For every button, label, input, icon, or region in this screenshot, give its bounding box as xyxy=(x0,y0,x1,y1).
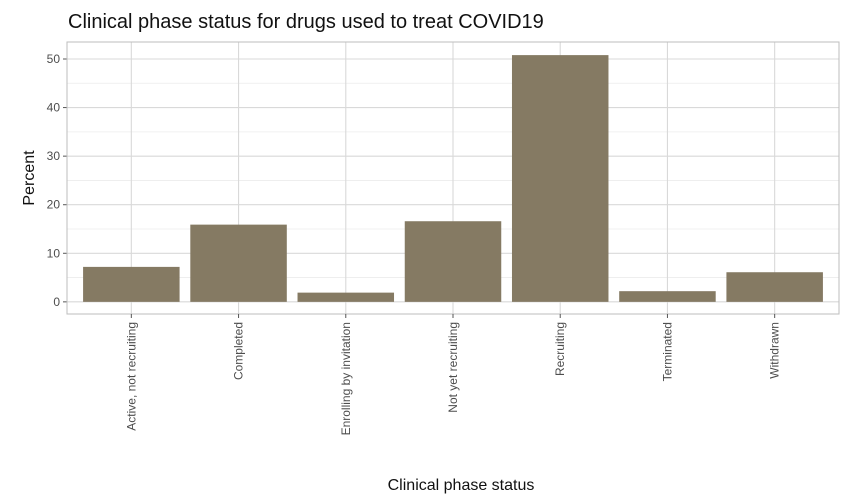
x-tick-label: Recruiting xyxy=(553,322,567,376)
y-tick-label: 50 xyxy=(47,52,61,66)
bar-active-not-recruiting xyxy=(83,266,180,302)
bar-completed xyxy=(190,224,287,302)
y-tick-label: 30 xyxy=(47,149,61,163)
y-tick-label: 0 xyxy=(53,295,60,309)
bar-not-yet-recruiting xyxy=(404,221,502,302)
bar-recruiting xyxy=(511,55,609,302)
x-tick-label: Enrolling by invitation xyxy=(339,322,353,435)
x-tick-label: Withdrawn xyxy=(768,322,782,379)
y-tick-label: 40 xyxy=(47,101,61,115)
y-axis-title: Percent xyxy=(21,150,38,206)
x-tick-label: Completed xyxy=(232,322,246,380)
bar-withdrawn xyxy=(726,272,823,302)
bar-terminated xyxy=(619,291,716,302)
x-tick-label: Terminated xyxy=(660,322,674,381)
bar-enrolling-by-invitation xyxy=(297,292,395,302)
y-tick-label: 20 xyxy=(47,198,61,212)
x-tick-label: Active, not recruiting xyxy=(124,322,138,431)
x-tick-label: Not yet recruiting xyxy=(446,322,460,413)
chart-title: Clinical phase status for drugs used to … xyxy=(68,11,544,33)
y-tick-label: 10 xyxy=(47,246,61,260)
x-axis-title: Clinical phase status xyxy=(388,477,535,494)
plot-area: 0 10 20 30 40 50 Active, not recruiting Complet… xyxy=(47,41,840,435)
